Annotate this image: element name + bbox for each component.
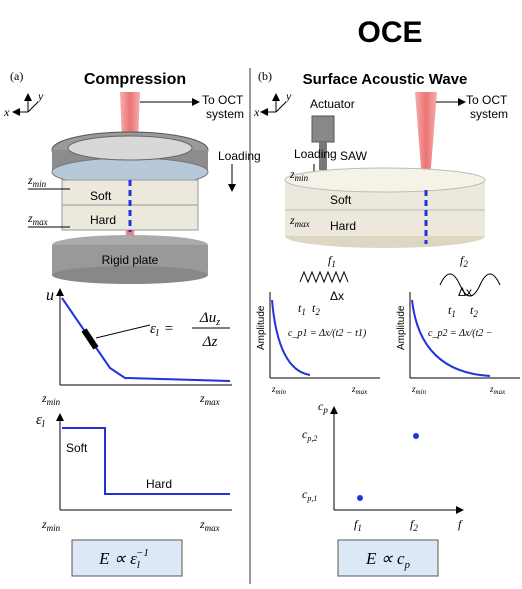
oct-beam <box>415 92 437 180</box>
wave <box>299 270 349 284</box>
y-label: cp <box>318 399 328 415</box>
layer-label: Soft <box>90 189 112 203</box>
segment <box>81 328 99 350</box>
y-label: Amplitude <box>396 305 407 350</box>
y-label: Amplitude <box>256 305 267 350</box>
equation: c_p1 = Δx/(t2 − t1) <box>288 328 367 339</box>
equation: Δz <box>202 334 218 350</box>
oct-label: To OCT <box>202 93 244 107</box>
ring <box>67 135 193 161</box>
t-label: t1 <box>448 303 456 319</box>
curve <box>411 299 491 377</box>
formula: E ∝ εl−1 <box>98 547 149 571</box>
point <box>413 433 419 439</box>
oct-label: system <box>206 107 244 121</box>
z-label: zmin <box>289 167 309 183</box>
panel-label: (a) <box>10 69 23 83</box>
oct-label: system <box>470 107 508 121</box>
region-label: Hard <box>146 477 172 491</box>
curve <box>62 427 230 495</box>
t-label: t1 <box>298 301 306 317</box>
main-title: OCE <box>357 16 422 49</box>
plate <box>52 266 208 284</box>
axis-label: y <box>285 89 292 103</box>
layer-label: Hard <box>330 219 356 233</box>
formula-box <box>337 539 439 577</box>
layer-label: Soft <box>330 193 352 207</box>
curve <box>271 299 311 376</box>
x-label: f <box>458 517 463 531</box>
panel-label: (b) <box>258 69 272 83</box>
equation: c_p2 = Δx/(t2 − <box>428 328 493 339</box>
actuator <box>311 115 335 143</box>
leader <box>95 324 151 339</box>
axis-label: x <box>3 105 10 119</box>
point <box>357 495 363 501</box>
z-label: zmin <box>27 173 47 189</box>
x-tick: f2 <box>410 517 418 533</box>
saw-label: SAW <box>340 149 368 163</box>
axis-icon <box>275 101 287 113</box>
freq-label: f2 <box>460 253 468 269</box>
plate-label: Rigid plate <box>102 253 159 267</box>
wave <box>439 273 501 297</box>
z-label: zmin <box>411 384 427 396</box>
panel-title: Surface Acoustic Wave <box>303 71 468 88</box>
panel-title: Compression <box>84 71 186 88</box>
z-label: zmin <box>271 384 287 396</box>
z-label: zmax <box>199 517 220 533</box>
z-label: zmin <box>41 391 61 407</box>
region-label: Soft <box>66 441 88 455</box>
actuator-label: Actuator <box>310 97 355 111</box>
y-label: u <box>46 287 54 304</box>
axis-label: x <box>253 105 260 119</box>
axis-label: y <box>37 89 44 103</box>
t-label: t2 <box>312 301 320 317</box>
y-label: εl <box>36 412 45 430</box>
actuator <box>319 142 327 170</box>
panel-a: (a) Compression x y To OCT system Loadin… <box>3 69 261 577</box>
oct-label: To OCT <box>466 93 508 107</box>
z-label: zmax <box>27 211 48 227</box>
t-label: t2 <box>470 303 478 319</box>
z-label: zmax <box>199 391 220 407</box>
formula-box <box>71 539 183 577</box>
axis-icon <box>27 101 39 113</box>
equation: Δuz <box>199 310 220 328</box>
freq-label: f1 <box>328 253 336 269</box>
formula: E ∝ cp <box>365 549 411 571</box>
loading-label: Loading <box>218 149 261 163</box>
loading-label: Loading <box>294 147 337 161</box>
z-label: zmin <box>41 517 61 533</box>
dx-label: Δx <box>330 289 344 303</box>
y-tick: cp,2 <box>302 427 317 443</box>
dx-label: Δx <box>458 285 472 299</box>
y-tick: cp,1 <box>302 487 317 503</box>
z-label: zmax <box>489 384 506 396</box>
equation: εl = <box>150 321 173 339</box>
z-label: zmax <box>351 384 368 396</box>
x-tick: f1 <box>354 517 362 533</box>
layer-label: Hard <box>90 213 116 227</box>
panel-b: (b) Surface Acoustic Wave x y Actuator L… <box>253 69 520 577</box>
sample <box>284 167 486 193</box>
z-label: zmax <box>289 213 310 229</box>
